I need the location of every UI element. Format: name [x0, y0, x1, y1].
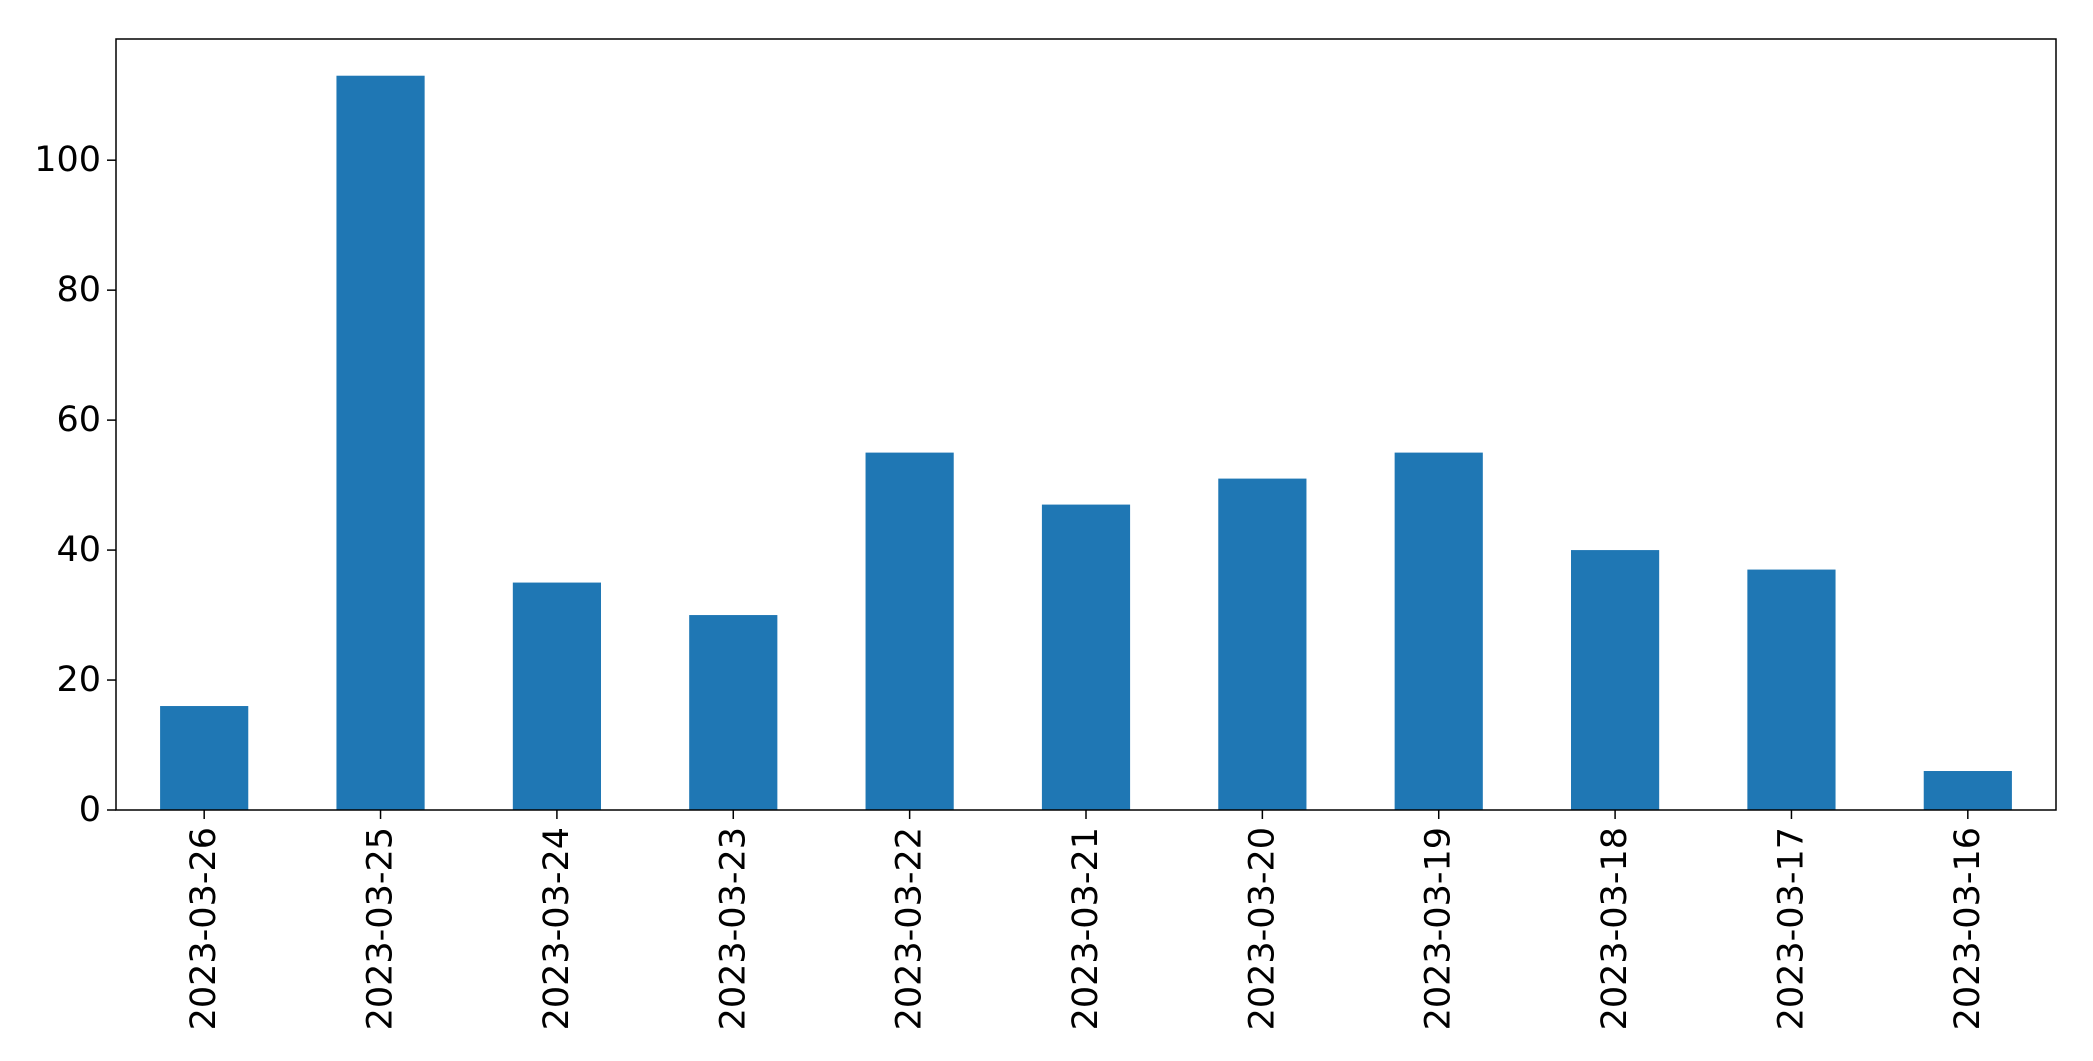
y-tick-label: 100: [34, 140, 101, 180]
bar-2023-03-17: [1747, 569, 1836, 810]
bar-2023-03-21: [1041, 504, 1131, 810]
x-tick-label: 2023-03-19: [1419, 827, 1459, 1030]
bar-2023-03-25: [336, 75, 425, 810]
bar-2023-03-24: [512, 582, 601, 810]
x-tick-label: 2023-03-26: [184, 827, 224, 1030]
x-tick-label: 2023-03-22: [890, 827, 930, 1030]
bar-2023-03-19: [1394, 452, 1483, 810]
x-axis: 2023-03-26 2023-03-25 2023-03-24 2023-03-23…: [184, 810, 1988, 1030]
bar-2023-03-18: [1571, 550, 1660, 810]
x-tick-label: 2023-03-16: [1948, 827, 1988, 1030]
y-tick-label: 80: [56, 270, 101, 310]
bar-2023-03-16: [1923, 771, 2012, 810]
x-tick-label: 2023-03-25: [361, 827, 401, 1030]
x-tick-label: 2023-03-18: [1595, 827, 1635, 1030]
bars-layer: [160, 75, 2012, 810]
y-tick-label: 20: [56, 660, 101, 700]
y-axis: 0 20 40 60 80 100: [34, 140, 116, 830]
x-tick-label: 2023-03-24: [537, 827, 577, 1030]
bar-2023-03-23: [689, 615, 778, 810]
x-tick-label: 2023-03-20: [1242, 827, 1282, 1030]
y-tick-label: 40: [56, 530, 101, 570]
bar-2023-03-26: [160, 706, 249, 810]
bar-2023-03-22: [865, 452, 954, 810]
x-tick-label: 2023-03-23: [713, 827, 753, 1030]
y-tick-label: 0: [79, 790, 101, 830]
bar-2023-03-20: [1218, 478, 1307, 810]
y-tick-label: 60: [56, 400, 101, 440]
x-tick-label: 2023-03-21: [1066, 827, 1106, 1030]
plot-frame: [115, 38, 2057, 811]
x-tick-label: 2023-03-17: [1771, 827, 1811, 1030]
